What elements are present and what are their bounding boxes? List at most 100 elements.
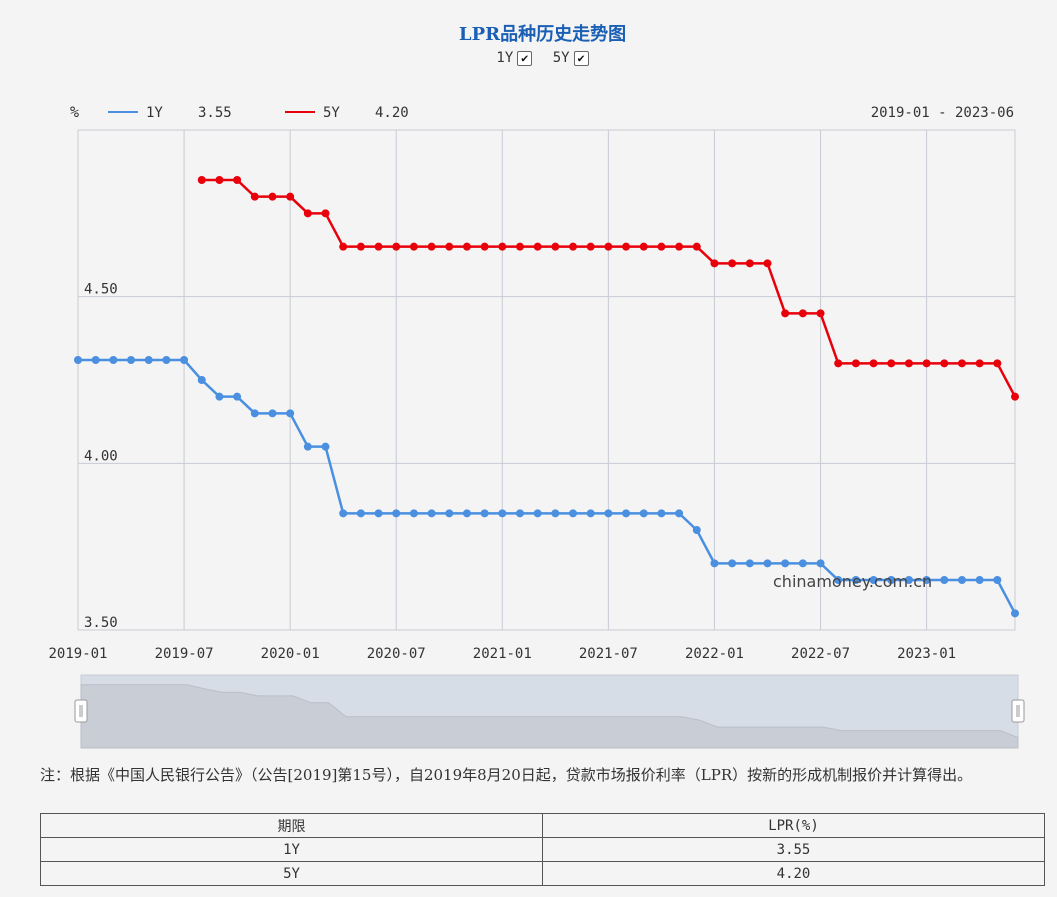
data-point-5y (728, 259, 737, 268)
x-tick-label: 2022-01 (685, 646, 744, 662)
data-point-5y (268, 192, 277, 201)
data-point-5y (869, 359, 878, 368)
data-point-5y (692, 242, 701, 251)
data-point-1y (745, 559, 754, 568)
data-point-1y (551, 509, 560, 518)
table-header-term: 期限 (40, 813, 543, 838)
data-point-5y (710, 259, 719, 268)
data-point-1y (975, 576, 984, 584)
data-point-1y (710, 559, 719, 568)
data-point-5y (569, 242, 578, 251)
plot-area (77, 129, 1016, 631)
data-point-5y (622, 242, 631, 251)
checkbox-5y[interactable]: ✔ (573, 50, 589, 66)
data-point-1y (427, 509, 436, 518)
data-point-1y (639, 509, 648, 518)
data-point-5y (834, 359, 843, 368)
data-point-5y (816, 309, 825, 318)
data-point-1y (392, 509, 401, 518)
data-point-1y (834, 576, 843, 584)
data-point-5y (197, 176, 206, 184)
checkbox-1y[interactable]: ✔ (517, 50, 533, 66)
data-point-5y (781, 309, 790, 318)
data-point-5y (498, 242, 507, 251)
footnote: 注：根据《中国人民银行公告》（公告[2019]第15号），自2019年8月20日… (40, 766, 973, 784)
data-point-1y (887, 576, 896, 584)
data-point-1y (286, 409, 295, 418)
data-point-5y (904, 359, 913, 368)
data-point-1y (356, 509, 365, 518)
data-point-5y (957, 359, 966, 368)
range-handle-left[interactable] (74, 699, 88, 723)
data-point-1y (728, 559, 737, 568)
data-point-5y (798, 309, 807, 318)
data-point-5y (851, 359, 860, 368)
y-tick-label: 3.50 (84, 615, 118, 631)
data-point-1y (675, 509, 684, 518)
data-point-1y (74, 356, 82, 364)
lpr-table: 期限 LPR(%) 1Y 3.55 5Y 4.20 (40, 813, 1045, 886)
toggle-1y[interactable]: 1Y ✔ (496, 50, 533, 66)
lpr-line-chart: 2019-01 2019-07 2020-01 2020-07 2021-01 2021-… (48, 103, 1025, 749)
legend-value-5y: 4.20 (375, 105, 409, 121)
series-toggles: 1Y ✔ 5Y ✔ (0, 50, 1057, 66)
table-row: 5Y 4.20 (40, 861, 1045, 886)
data-point-1y (869, 576, 878, 584)
data-point-1y (144, 356, 153, 364)
data-point-5y (445, 242, 454, 251)
data-point-1y (922, 576, 931, 584)
table-header-row: 期限 LPR(%) (40, 813, 1045, 838)
data-point-1y (409, 509, 418, 518)
data-point-1y (851, 576, 860, 584)
table-row: 1Y 3.55 (40, 837, 1045, 862)
data-point-1y (91, 356, 100, 364)
legend-value-1y: 3.55 (198, 105, 232, 121)
data-point-5y (392, 242, 401, 251)
data-point-5y (745, 259, 754, 268)
data-point-1y (233, 392, 242, 401)
x-tick-label: 2019-07 (155, 646, 214, 662)
data-point-1y (622, 509, 631, 518)
x-tick-label: 2021-07 (579, 646, 638, 662)
data-point-1y (250, 409, 259, 418)
data-point-5y (604, 242, 613, 251)
x-tick-label: 2019-01 (48, 646, 107, 662)
data-point-5y (286, 192, 295, 201)
data-point-1y (1011, 609, 1019, 618)
data-point-1y (321, 442, 330, 451)
data-point-1y (498, 509, 507, 518)
legend-label-1y: 1Y (146, 105, 163, 121)
data-point-5y (462, 242, 471, 251)
data-point-1y (480, 509, 489, 518)
watermark: chinamoney.com.cn (773, 572, 932, 591)
toggle-5y-label: 5Y (552, 50, 570, 66)
y-tick-label: 4.50 (84, 282, 118, 298)
data-point-1y (692, 526, 701, 534)
data-point-1y (604, 509, 613, 518)
toggle-5y[interactable]: 5Y ✔ (553, 50, 589, 66)
data-point-1y (586, 509, 595, 518)
data-point-1y (303, 442, 312, 451)
data-point-1y (993, 576, 1002, 584)
date-range-label: 2019-01 - 2023-06 (871, 105, 1014, 121)
data-point-5y (1011, 392, 1019, 401)
data-point-5y (887, 359, 896, 368)
data-point-1y (957, 576, 966, 584)
data-point-1y (197, 376, 206, 384)
data-point-5y (639, 242, 648, 251)
data-point-5y (675, 242, 684, 251)
data-point-1y (515, 509, 524, 518)
legend-label-5y: 5Y (323, 105, 340, 121)
data-point-5y (215, 176, 224, 184)
data-point-5y (515, 242, 524, 251)
data-point-1y (798, 559, 807, 568)
x-tick-label: 2023-01 (897, 646, 956, 662)
range-handle-right[interactable] (1011, 699, 1025, 723)
chart-title: LPR品种历史走势图 (458, 24, 627, 45)
data-point-1y (462, 509, 471, 518)
data-point-5y (922, 359, 931, 368)
data-point-5y (993, 359, 1002, 368)
data-point-1y (109, 356, 118, 364)
y-tick-label: 4.00 (84, 448, 118, 464)
data-point-1y (339, 509, 348, 518)
